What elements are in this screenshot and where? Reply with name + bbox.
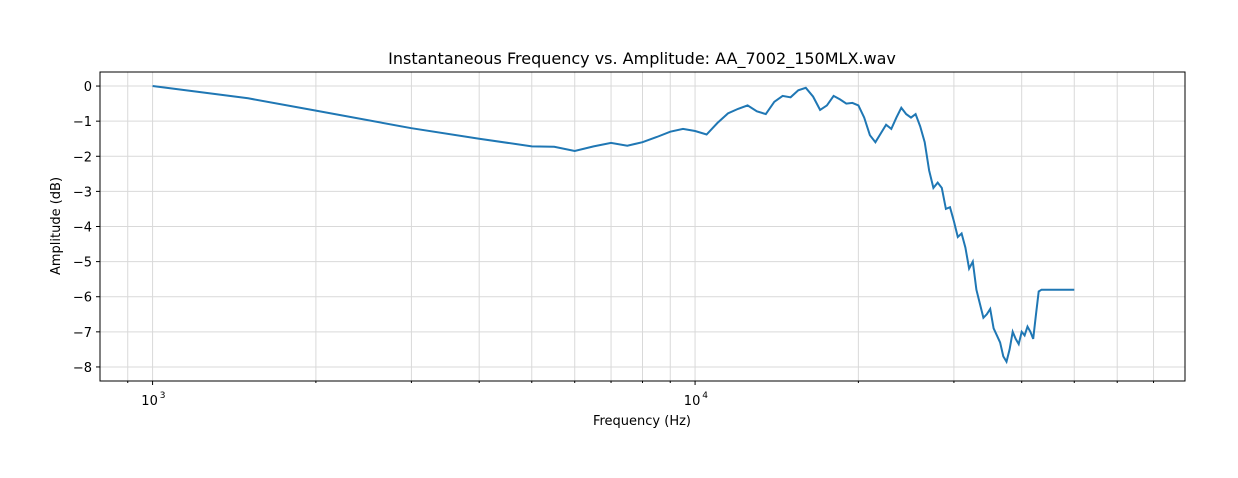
x-axis-label: Frequency (Hz) — [593, 414, 691, 429]
chart-title: Instantaneous Frequency vs. Amplitude: A… — [388, 49, 896, 69]
x-tick-label-base: 10 — [141, 394, 158, 409]
x-tick-label-exponent: 3 — [160, 391, 166, 401]
y-tick-label: −4 — [73, 221, 92, 236]
y-tick-label: −3 — [73, 185, 92, 200]
grid — [100, 72, 1185, 381]
y-tick-label: −8 — [73, 361, 92, 376]
x-tick-label-exponent: 4 — [702, 391, 708, 401]
y-tick-label: −6 — [73, 291, 92, 306]
y-tick-label: −7 — [73, 326, 92, 341]
y-tick-label: 0 — [84, 80, 92, 95]
series-line — [152, 85, 1075, 365]
y-tick-label: −5 — [73, 256, 92, 271]
y-tick-label: −2 — [73, 150, 92, 165]
x-tick-label: 10 4 — [684, 391, 708, 409]
x-tick-label: 10 3 — [141, 391, 165, 409]
y-axis-label: Amplitude (dB) — [49, 177, 64, 275]
x-tick-label-base: 10 — [684, 394, 701, 409]
ticks: 0−1−2−3−4−5−6−7−810 3 10 4 — [73, 80, 1155, 409]
y-tick-label: −1 — [73, 115, 92, 130]
